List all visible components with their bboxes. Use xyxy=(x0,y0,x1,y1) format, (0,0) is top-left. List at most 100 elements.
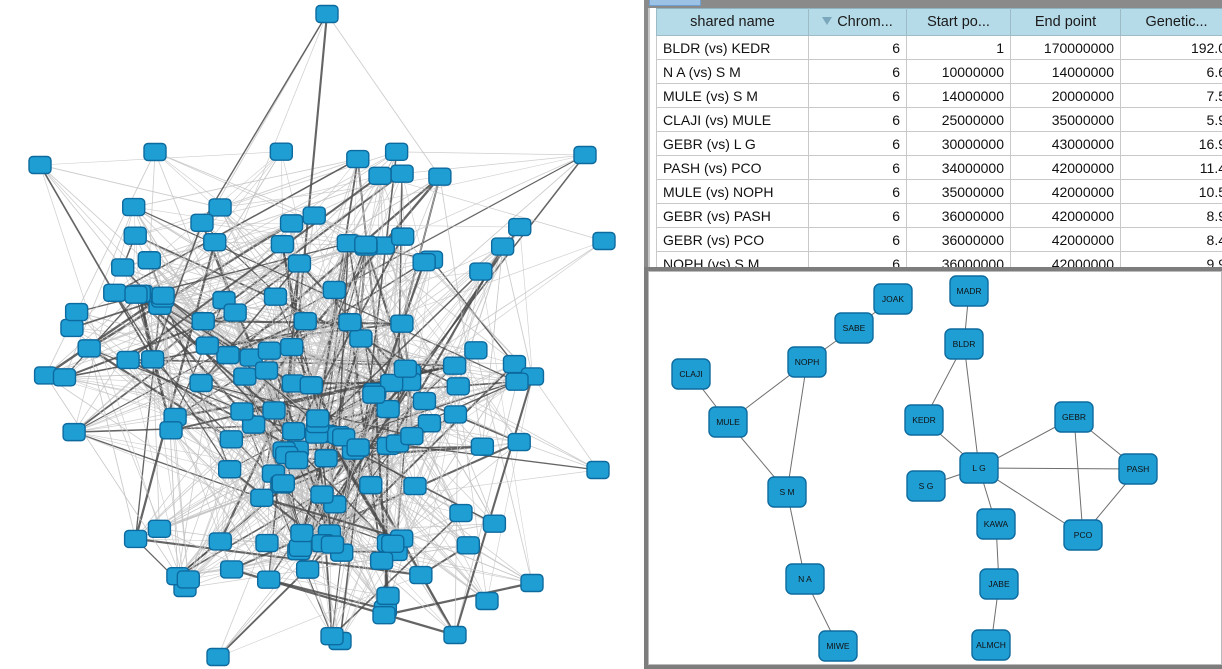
main-network-node[interactable] xyxy=(409,565,433,585)
main-network-node[interactable] xyxy=(271,474,295,493)
main-network-node[interactable] xyxy=(116,350,140,370)
main-network-node[interactable] xyxy=(147,519,172,538)
subnetwork-node[interactable]: BLDR xyxy=(944,328,984,360)
main-network-node[interactable] xyxy=(400,426,424,446)
main-network-node[interactable] xyxy=(362,385,386,404)
main-network-node[interactable] xyxy=(314,449,338,468)
main-network-node[interactable] xyxy=(208,198,232,217)
main-network-node[interactable] xyxy=(508,217,532,237)
main-network-node[interactable] xyxy=(28,155,52,175)
panel-tab-stub[interactable] xyxy=(649,0,701,6)
main-network-node[interactable] xyxy=(219,430,244,449)
main-network-node[interactable] xyxy=(368,166,392,186)
main-network-node[interactable] xyxy=(254,361,279,380)
main-network-node[interactable] xyxy=(263,287,288,306)
main-network-node[interactable] xyxy=(219,560,244,579)
subnetwork-node[interactable]: KAWA xyxy=(976,508,1016,540)
main-network-node[interactable] xyxy=(346,438,370,457)
column-header-end-point[interactable]: End point xyxy=(1010,8,1121,36)
main-network-node[interactable] xyxy=(390,314,414,333)
subnetwork-node[interactable]: S G xyxy=(906,470,946,502)
main-network-node[interactable] xyxy=(520,573,544,593)
subnetwork-node[interactable]: N A xyxy=(785,563,825,595)
main-network-node[interactable] xyxy=(269,142,294,161)
main-network-node[interactable] xyxy=(250,488,274,507)
main-network-node[interactable] xyxy=(456,536,481,555)
main-network-node[interactable] xyxy=(159,421,183,440)
main-network-node[interactable] xyxy=(359,475,383,495)
main-network-view[interactable] xyxy=(0,0,644,669)
main-network-node[interactable] xyxy=(381,534,405,554)
main-network-node[interactable] xyxy=(140,350,165,369)
main-network-node[interactable] xyxy=(122,197,146,217)
main-network-node[interactable] xyxy=(206,647,230,667)
main-network-node[interactable] xyxy=(217,460,242,479)
main-network-node[interactable] xyxy=(233,367,257,386)
main-network-node[interactable] xyxy=(123,529,148,549)
main-network-node[interactable] xyxy=(290,523,314,543)
main-network-node[interactable] xyxy=(151,286,175,305)
main-network-node[interactable] xyxy=(64,302,89,322)
main-network-node[interactable] xyxy=(379,373,404,393)
main-network-node[interactable] xyxy=(299,376,323,395)
subnetwork-node[interactable]: MULE xyxy=(708,406,748,438)
main-network-node[interactable] xyxy=(443,405,468,424)
main-network-node[interactable] xyxy=(393,359,418,378)
main-network-node[interactable] xyxy=(216,345,240,365)
main-network-node[interactable] xyxy=(293,311,317,331)
main-network-node[interactable] xyxy=(322,280,347,300)
main-network-node[interactable] xyxy=(412,391,437,411)
main-network-node[interactable] xyxy=(111,258,135,277)
main-network-node[interactable] xyxy=(143,142,167,162)
main-network-node[interactable] xyxy=(124,285,148,304)
subnetwork-node[interactable]: KEDR xyxy=(904,404,944,436)
main-network-node[interactable] xyxy=(256,570,281,589)
main-network-node[interactable] xyxy=(315,4,339,24)
subnetwork-node[interactable]: JOAK xyxy=(873,283,913,315)
main-network-node[interactable] xyxy=(390,227,415,246)
main-network-node[interactable] xyxy=(137,251,162,270)
main-network-node[interactable] xyxy=(208,532,232,551)
subnetwork-node[interactable]: JABE xyxy=(979,568,1019,600)
subnetwork-node[interactable]: S M xyxy=(767,476,807,508)
main-network-node[interactable] xyxy=(103,283,127,303)
main-network-node[interactable] xyxy=(464,341,488,360)
main-network-node[interactable] xyxy=(279,214,304,233)
main-network-node[interactable] xyxy=(417,414,442,433)
main-network-node[interactable] xyxy=(255,533,279,553)
subnetwork-node[interactable]: ALMCH xyxy=(971,629,1011,661)
main-network-node[interactable] xyxy=(573,145,597,165)
main-network-node[interactable] xyxy=(191,312,215,331)
subnetwork-node[interactable]: PCO xyxy=(1063,519,1103,551)
main-network-node[interactable] xyxy=(505,372,529,391)
edge-table-frame[interactable]: shared name Chrom... Start po... End poi… xyxy=(648,8,1222,267)
main-network-node[interactable] xyxy=(384,142,409,162)
main-network-node[interactable] xyxy=(376,399,400,419)
main-network-node[interactable] xyxy=(586,460,610,480)
main-network-node[interactable] xyxy=(62,422,86,442)
main-network-node[interactable] xyxy=(507,432,531,452)
main-network-node[interactable] xyxy=(446,377,470,396)
main-network-node[interactable] xyxy=(295,560,320,579)
subnetwork-node[interactable]: SABE xyxy=(834,312,874,344)
main-network-node[interactable] xyxy=(262,401,286,420)
main-network-node[interactable] xyxy=(592,231,616,251)
subnetwork-edge[interactable] xyxy=(1073,416,1084,536)
subnetwork-node[interactable]: MIWE xyxy=(818,630,858,662)
main-network-node[interactable] xyxy=(306,409,330,428)
main-network-node[interactable] xyxy=(223,303,247,322)
main-network-node[interactable] xyxy=(369,551,394,571)
main-network-node[interactable] xyxy=(195,336,220,355)
main-network-node[interactable] xyxy=(354,235,378,254)
main-network-node[interactable] xyxy=(428,167,452,186)
main-network-node[interactable] xyxy=(60,318,84,338)
main-network-node[interactable] xyxy=(443,625,467,645)
subnetwork-node[interactable]: GEBR xyxy=(1054,401,1094,433)
